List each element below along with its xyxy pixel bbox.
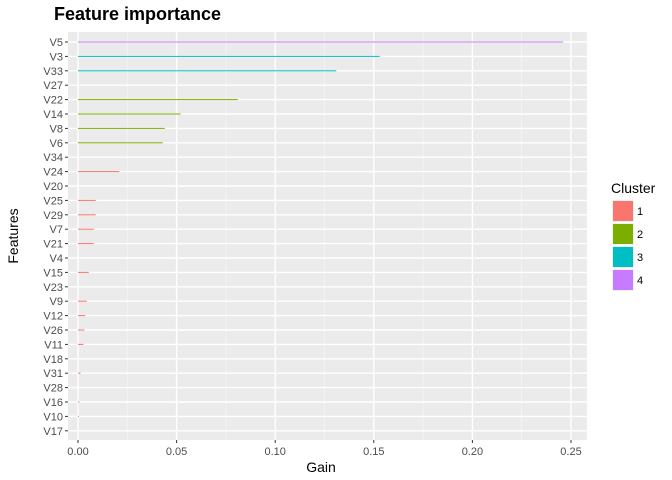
bar-V7 [78,228,94,230]
bar-V21 [78,243,94,245]
bar-V25 [78,199,96,201]
x-tick-label: 0.05 [166,446,187,458]
x-tick-label: 0.20 [462,446,483,458]
x-axis-ticks: 0.00 0.05 0.10 0.15 0.20 0.25 [67,440,582,458]
y-tick-label: V18 [43,354,63,366]
y-tick-label: V25 [43,195,63,207]
bar-V33 [78,70,337,72]
x-axis-title: Gain [306,459,336,475]
y-tick-label: V8 [50,123,63,135]
y-tick-label: V29 [43,210,63,222]
y-tick-label: V4 [50,253,63,265]
y-tick-label: V21 [43,239,63,251]
y-tick-label: V14 [43,109,63,121]
bar-V9 [78,300,87,302]
bars [78,41,564,417]
bar-V16 [78,401,80,403]
legend-swatch-2 [613,224,633,244]
legend-swatch-4 [613,270,633,290]
bar-V3 [78,55,380,57]
y-axis-ticks: V5 V3 V33 V27 V22 V14 V8 V6 V34 V24 V20 V25 V29 V7 V21… [43,37,68,438]
y-tick-label: V9 [50,296,63,308]
x-tick-label: 0.15 [363,446,384,458]
y-tick-label: V11 [44,339,63,351]
y-tick-label: V23 [43,282,63,294]
bar-V5 [78,41,564,43]
bar-V10 [78,415,79,417]
legend-label-3: 3 [637,252,643,264]
y-tick-label: V7 [50,224,63,236]
y-tick-label: V15 [43,267,63,279]
x-tick-label: 0.25 [560,446,581,458]
y-tick-label: V27 [43,80,63,92]
bar-V12 [78,315,86,317]
y-tick-label: V33 [43,66,63,78]
legend: Cluster 1 2 3 4 [611,180,656,291]
y-tick-label: V6 [50,138,63,150]
bar-V15 [78,271,89,273]
legend-label-2: 2 [637,229,643,241]
y-tick-label: V3 [50,51,63,63]
bar-V8 [78,127,165,129]
y-tick-label: V22 [43,95,63,107]
y-tick-label: V31 [43,368,63,380]
bar-V29 [78,214,96,216]
y-tick-label: V5 [50,37,63,49]
bar-V22 [78,99,238,101]
bar-V26 [78,329,85,331]
y-tick-label: V12 [43,311,63,323]
bar-V6 [78,142,163,144]
x-tick-label: 0.00 [67,446,88,458]
y-tick-label: V26 [43,325,63,337]
y-tick-label: V16 [43,397,63,409]
legend-label-1: 1 [637,206,643,218]
y-tick-label: V17 [43,426,63,438]
chart-title: Feature importance [54,4,221,24]
bar-V14 [78,113,181,115]
bar-V24 [78,171,120,173]
legend-swatch-1 [613,201,633,221]
legend-label-4: 4 [637,275,643,287]
y-tick-label: V20 [43,181,63,193]
y-axis-title: Features [5,208,21,263]
y-tick-label: V28 [43,383,63,395]
bar-V11 [78,343,84,345]
y-tick-label: V10 [43,411,63,423]
x-tick-label: 0.10 [264,446,285,458]
y-tick-label: V34 [43,152,63,164]
bar-V31 [78,372,81,374]
legend-swatch-3 [613,247,633,267]
plot-panel [68,32,587,440]
legend-title: Cluster [611,180,656,196]
y-tick-label: V24 [43,167,63,179]
